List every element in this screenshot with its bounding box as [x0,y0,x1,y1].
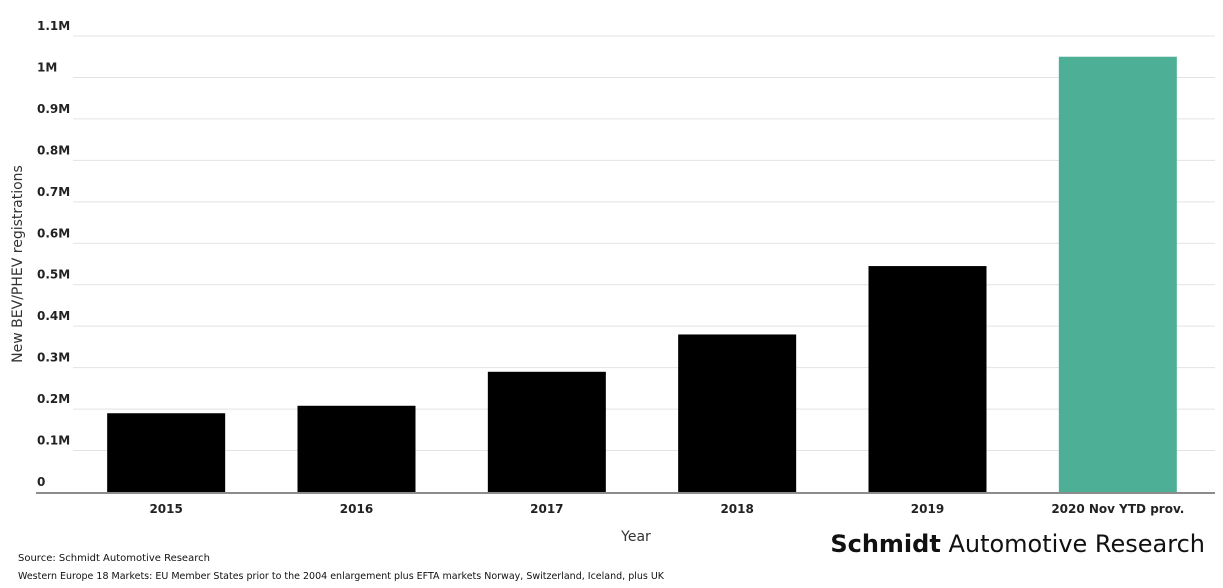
y-tick-label: 0.7M [37,185,70,199]
y-tick-label: 0.3M [37,351,70,365]
x-tick-label: 2017 [530,502,563,516]
y-tick-label: 0.5M [37,268,70,282]
source-note: Source: Schmidt Automotive Research [18,553,210,564]
y-tick-label: 0.9M [37,102,70,116]
brand-name-rest: Automotive Research [948,530,1205,558]
bars [107,56,1177,493]
y-tick-label: 0 [37,475,45,489]
x-tick-label: 2019 [911,502,944,516]
y-tick-label: 0.1M [37,434,70,448]
brand-logo: Schmidt Automotive Research [830,530,1205,558]
y-tick-label: 0.6M [37,226,70,240]
y-tick-label: 0.2M [37,392,70,406]
y-axis-ticks: 0 0.1M 0.2M 0.3M 0.4M 0.5M 0.6M 0.7M 0.8M 0.9M 1M 1… [37,19,70,489]
x-axis-title: Year [620,529,651,545]
y-tick-label: 0.8M [37,143,70,157]
gridlines [73,35,1215,452]
y-tick-label: 1M [37,60,57,74]
markets-footnote: Western Europe 18 Markets: EU Member Sta… [18,571,665,582]
x-tick-label: 2018 [720,502,753,516]
x-axis-ticks: 2015 2016 2017 2018 2019 2020 Nov YTD prov. [149,502,1184,516]
y-tick-label: 1.1M [37,19,70,33]
y-axis-title: New BEV/PHEV registrations [10,165,26,363]
y-tick-label: 0.4M [37,309,70,323]
bar-2015 [107,413,226,492]
bar-2016 [297,405,416,492]
x-tick-label: 2016 [340,502,373,516]
bar-2018 [678,334,797,492]
bar-2020 [1058,56,1177,493]
bar-2019 [868,266,987,492]
x-tick-label: 2015 [149,502,182,516]
brand-name-bold: Schmidt [830,530,941,558]
x-tick-label: 2020 Nov YTD prov. [1051,502,1184,516]
bar-2017 [487,371,606,492]
